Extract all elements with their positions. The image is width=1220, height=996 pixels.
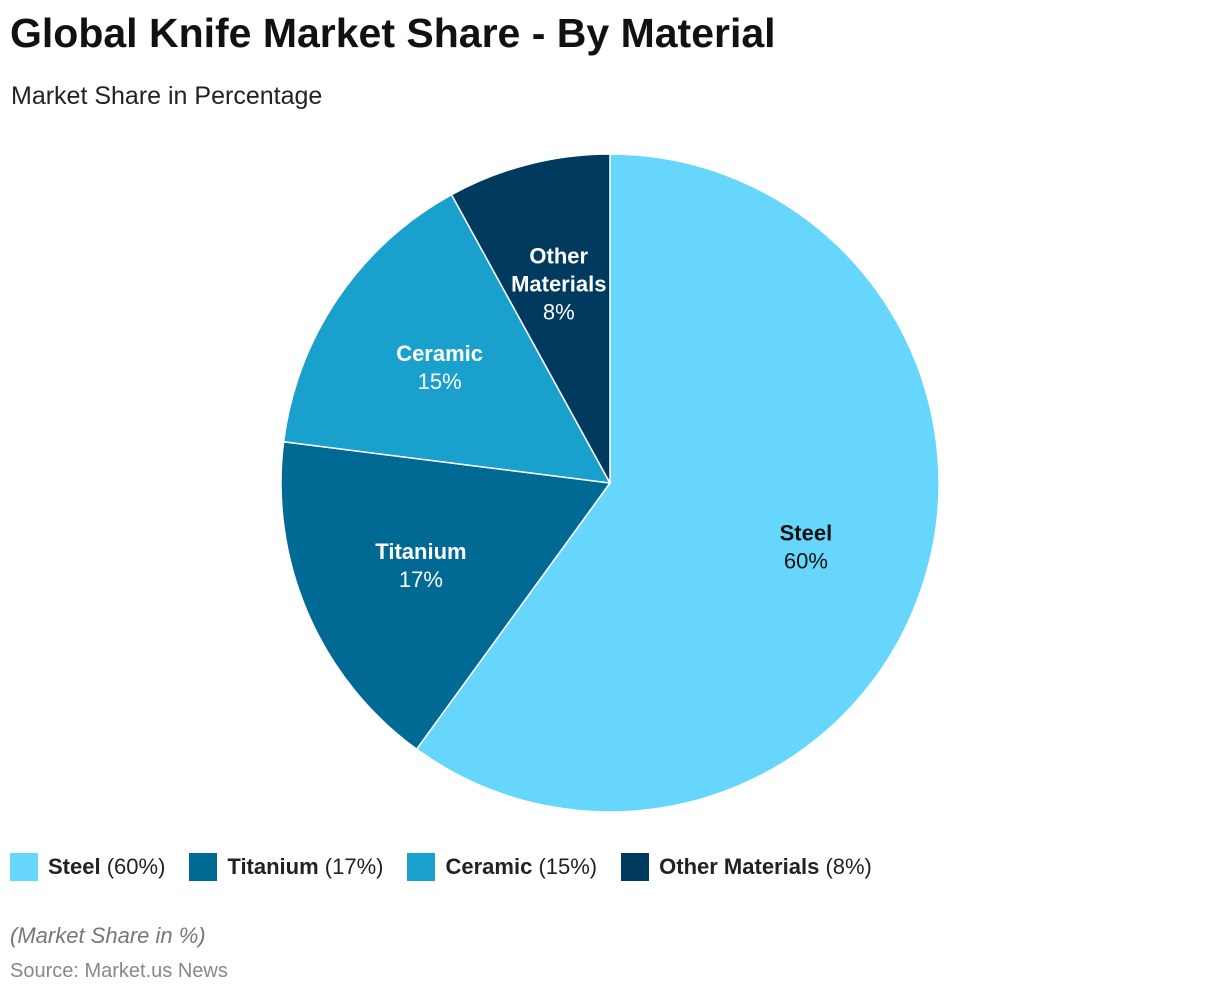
slice-value-label: 60% <box>784 549 828 574</box>
legend-label: Steel <box>48 854 101 879</box>
legend-value: (17%) <box>324 854 384 879</box>
slice-label: Other <box>529 243 588 268</box>
legend-item-ceramic[interactable]: Ceramic (15%) <box>407 853 597 881</box>
slice-value-label: 17% <box>399 567 443 592</box>
slice-value-label: 15% <box>418 369 462 394</box>
legend-label: Titanium <box>227 854 319 879</box>
legend-swatch <box>10 853 38 881</box>
legend-label: Ceramic <box>445 854 533 879</box>
pie-slice-ceramic[interactable] <box>282 193 612 484</box>
legend-value: (8%) <box>825 854 872 879</box>
pie-slice-steel[interactable] <box>415 153 940 813</box>
legend-value: (15%) <box>538 854 598 879</box>
legend-swatch <box>621 853 650 881</box>
legend-swatch <box>189 853 218 881</box>
legend-swatch <box>407 853 436 881</box>
chart-subtitle: Market Share in Percentage <box>11 82 323 110</box>
legend: Steel (60%) Titanium (17%) Ceramic (15%)… <box>10 853 872 881</box>
pie-slice-other-materials[interactable] <box>450 153 611 484</box>
slice-label: Materials <box>511 271 606 296</box>
chart-source: Source: Market.us News <box>10 960 228 982</box>
pie-slice-titanium[interactable] <box>280 440 612 751</box>
legend-item-titanium[interactable]: Titanium (17%) <box>189 853 383 881</box>
slice-label: Steel <box>780 521 833 546</box>
pie-chart: Steel 60% Titanium 17% Ceramic 15% Other Materi… <box>280 153 940 813</box>
chart-note: (Market Share in %) <box>10 923 206 948</box>
legend-label: Other Materials <box>659 854 820 879</box>
legend-item-steel[interactable]: Steel (60%) <box>10 853 165 881</box>
legend-item-other-materials[interactable]: Other Materials (8%) <box>621 853 872 881</box>
slice-label: Ceramic <box>396 341 483 366</box>
chart-title: Global Knife Market Share - By Material <box>10 10 776 56</box>
slice-label: Titanium <box>375 539 466 564</box>
slice-value-label: 8% <box>543 299 575 324</box>
legend-value: (60%) <box>106 854 166 879</box>
